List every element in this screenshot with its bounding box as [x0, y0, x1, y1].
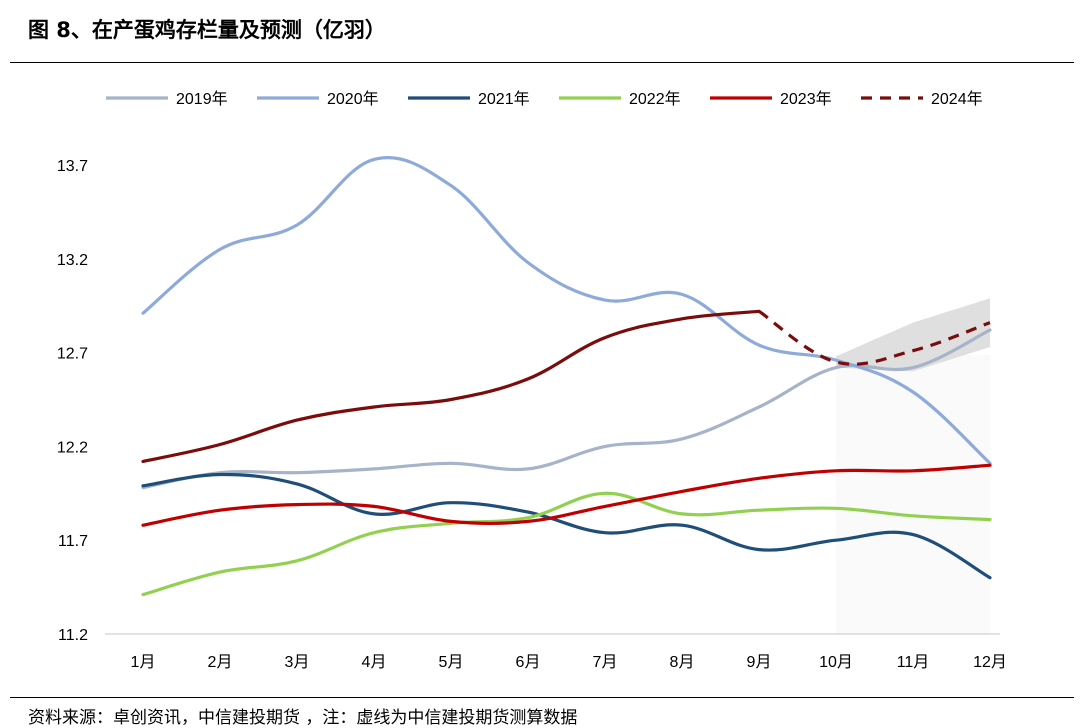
top-rule	[10, 62, 1074, 63]
x-axis: 1月 2月 3月 4月 5月 6月 7月 8月 9月 10月 11月 12月	[105, 633, 1007, 671]
legend-label: 2020年	[327, 90, 379, 108]
x-tick-label: 9月	[747, 654, 772, 671]
y-tick-label: 11.2	[58, 627, 88, 644]
x-tick-label: 1月	[131, 654, 156, 671]
y-tick-label: 11.7	[58, 533, 88, 550]
x-tick-label: 4月	[362, 654, 387, 671]
series-line-2021年	[141, 472, 992, 580]
legend-label: 2019年	[176, 90, 228, 108]
x-tick-label: 8月	[670, 654, 695, 671]
bottom-rule	[10, 697, 1074, 698]
x-tick-label: 5月	[439, 654, 464, 671]
y-tick-label: 12.2	[57, 439, 88, 456]
chart-legend: 2019年 2020年 2021年 2022年 2023年 2024年	[106, 90, 983, 108]
x-tick-label: 10月	[819, 654, 853, 671]
series-line-2023年	[141, 463, 992, 527]
figure-title: 图 8、在产蛋鸡存栏量及预测（亿羽）	[28, 18, 386, 42]
forecast-shade	[836, 355, 990, 634]
series-line-2024年	[141, 309, 761, 463]
series-line-2024年-forecast	[758, 309, 991, 366]
x-tick-label: 7月	[593, 654, 618, 671]
legend-label: 2024年	[931, 90, 983, 108]
y-tick-label: 13.2	[57, 252, 88, 269]
legend-label: 2023年	[780, 90, 832, 108]
x-tick-label: 3月	[285, 654, 310, 671]
y-axis: 11.2 11.7 12.2 12.7 13.2 13.7	[57, 158, 88, 644]
series-line-2022年	[141, 491, 992, 597]
legend-label: 2022年	[629, 90, 681, 108]
line-chart: 2019年 2020年 2021年 2022年 2023年 2024年 11.211.71…	[57, 90, 1007, 671]
source-note: 资料来源：卓创资讯，中信建投期货 ，注：虚线为中信建投期货测算数据	[28, 708, 578, 728]
legend-label: 2021年	[478, 90, 530, 108]
y-tick-label: 13.7	[57, 158, 88, 175]
x-tick-label: 2月	[208, 654, 233, 671]
x-tick-label: 11月	[897, 654, 930, 671]
x-tick-label: 6月	[516, 654, 541, 671]
x-tick-label: 12月	[973, 654, 1007, 671]
series-lines	[141, 156, 992, 597]
y-tick-label: 12.7	[57, 346, 88, 363]
